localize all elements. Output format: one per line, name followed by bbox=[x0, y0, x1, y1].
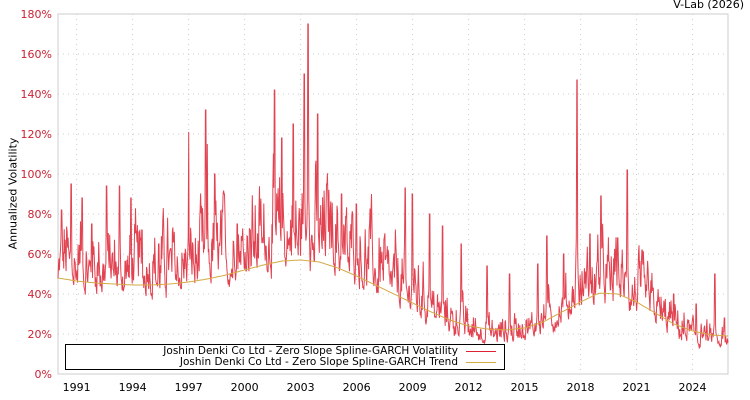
y-axis-label: Annualized Volatility bbox=[6, 137, 20, 250]
legend-label-volatility: Joshin Denki Co Ltd - Zero Slope Spline-… bbox=[163, 345, 458, 357]
x-tick-label: 2006 bbox=[343, 381, 371, 394]
x-tick-label: 1991 bbox=[63, 381, 91, 394]
x-tick-label: 2015 bbox=[511, 381, 539, 394]
credit-label: V-Lab (2026) bbox=[673, 0, 744, 11]
x-tick-label: 2024 bbox=[679, 381, 707, 394]
y-tick-label: 100% bbox=[21, 168, 52, 181]
x-tick-label: 2021 bbox=[623, 381, 651, 394]
y-tick-label: 60% bbox=[28, 248, 52, 261]
legend-swatch-trend bbox=[466, 361, 496, 363]
y-tick-label: 120% bbox=[21, 128, 52, 141]
legend: Joshin Denki Co Ltd - Zero Slope Spline-… bbox=[65, 344, 505, 370]
x-tick-label: 2012 bbox=[455, 381, 483, 394]
y-tick-label: 140% bbox=[21, 88, 52, 101]
x-tick-label: 1997 bbox=[175, 381, 203, 394]
x-tick-label: 2018 bbox=[567, 381, 595, 394]
x-tick-label: 2000 bbox=[231, 381, 259, 394]
y-tick-label: 40% bbox=[28, 288, 52, 301]
legend-item-volatility: Joshin Denki Co Ltd - Zero Slope Spline-… bbox=[163, 345, 496, 357]
volatility-line bbox=[57, 23, 729, 349]
legend-swatch-volatility bbox=[466, 350, 496, 352]
axes: 0% 20% 40% 60% 80% 100% 120% 140% 160% 180% 1991 19… bbox=[21, 8, 729, 394]
y-tick-label: 180% bbox=[21, 8, 52, 21]
legend-item-trend: Joshin Denki Co Ltd - Zero Slope Spline-… bbox=[180, 356, 496, 368]
legend-label-trend: Joshin Denki Co Ltd - Zero Slope Spline-… bbox=[179, 356, 458, 368]
trend-line bbox=[57, 259, 729, 337]
x-tick-label: 2009 bbox=[399, 381, 427, 394]
x-tick-label: 2003 bbox=[287, 381, 315, 394]
trend-series bbox=[57, 259, 729, 337]
y-tick-label: 160% bbox=[21, 48, 52, 61]
y-tick-label: 20% bbox=[28, 328, 52, 341]
x-tick-label: 1994 bbox=[119, 381, 147, 394]
plot-frame bbox=[57, 13, 729, 375]
y-tick-label: 0% bbox=[35, 368, 52, 381]
volatility-series bbox=[57, 23, 729, 349]
y-tick-label: 80% bbox=[28, 208, 52, 221]
